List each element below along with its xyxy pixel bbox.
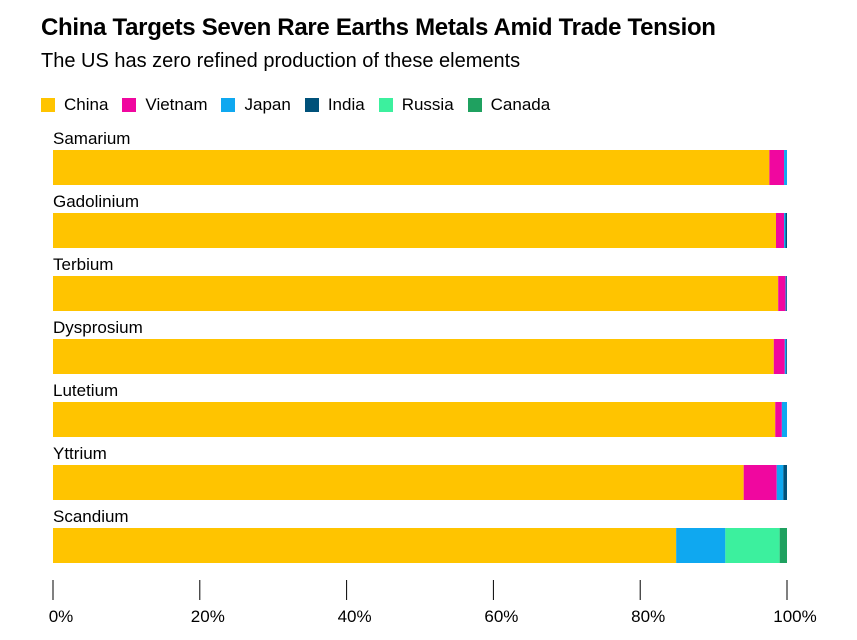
legend: China Vietnam Japan India Russia Canada (41, 95, 564, 115)
legend-label: Japan (244, 95, 291, 114)
legend-swatch (221, 98, 236, 112)
x-tick-label: 0% (49, 607, 74, 626)
bar-terbium-india (786, 276, 787, 311)
legend-item-russia: Russia (378, 95, 454, 115)
bar-scandium-canada (779, 528, 787, 563)
x-tick-label: 80% (631, 607, 665, 626)
legend-item-india: India (304, 95, 365, 115)
legend-item-japan: Japan (221, 95, 291, 115)
bar-yttrium-india (783, 465, 787, 500)
legend-swatch (122, 98, 137, 112)
bar-terbium-vietnam (778, 276, 786, 311)
bar-samarium-china (53, 150, 770, 185)
chart-subtitle: The US has zero refined production of th… (41, 50, 521, 72)
x-tick-label: 40% (338, 607, 372, 626)
bar-dysprosium-japan (784, 339, 787, 374)
bar-samarium-japan (784, 150, 787, 185)
category-label-terbium: Terbium (53, 255, 113, 274)
legend-label: Russia (401, 95, 454, 114)
legend-label: India (327, 95, 365, 114)
legend-swatch (41, 98, 55, 112)
category-label-lutetium: Lutetium (53, 381, 118, 400)
bar-scandium-china (53, 528, 677, 563)
bar-lutetium-japan (781, 402, 787, 437)
legend-item-vietnam: Vietnam (122, 95, 207, 115)
x-tick-label: 60% (484, 607, 518, 626)
category-label-gadolinium: Gadolinium (53, 192, 139, 211)
legend-swatch (304, 98, 319, 112)
legend-swatch (467, 98, 482, 112)
x-tick-label: 20% (191, 607, 225, 626)
category-label-scandium: Scandium (53, 507, 129, 526)
legend-item-canada: Canada (467, 95, 551, 115)
category-label-samarium: Samarium (53, 129, 130, 148)
bar-gadolinium-china (53, 213, 776, 248)
legend-swatch (378, 98, 393, 112)
bar-gadolinium-japan (784, 213, 786, 248)
category-label-yttrium: Yttrium (53, 444, 107, 463)
bar-yttrium-japan (776, 465, 784, 500)
chart-title: China Targets Seven Rare Earths Metals A… (41, 14, 716, 41)
bar-terbium-china (53, 276, 779, 311)
bar-dysprosium-vietnam (773, 339, 785, 374)
bar-scandium-japan (676, 528, 726, 563)
bar-yttrium-vietnam (743, 465, 777, 500)
bar-terbium-japan (785, 276, 787, 311)
category-label-dysprosium: Dysprosium (53, 318, 143, 337)
bar-dysprosium-india (786, 339, 787, 374)
bar-scandium-russia (725, 528, 780, 563)
x-tick-label: 100% (773, 607, 816, 626)
legend-item-china: China (41, 95, 108, 115)
bar-lutetium-china (53, 402, 776, 437)
bar-samarium-vietnam (769, 150, 785, 185)
bar-yttrium-china (53, 465, 744, 500)
bar-dysprosium-china (53, 339, 774, 374)
bar-gadolinium-vietnam (775, 213, 785, 248)
legend-label: Vietnam (145, 95, 208, 114)
bar-gadolinium-india (785, 213, 787, 248)
bar-lutetium-vietnam (775, 402, 782, 437)
legend-label: Canada (490, 95, 551, 114)
legend-label: China (64, 95, 109, 114)
